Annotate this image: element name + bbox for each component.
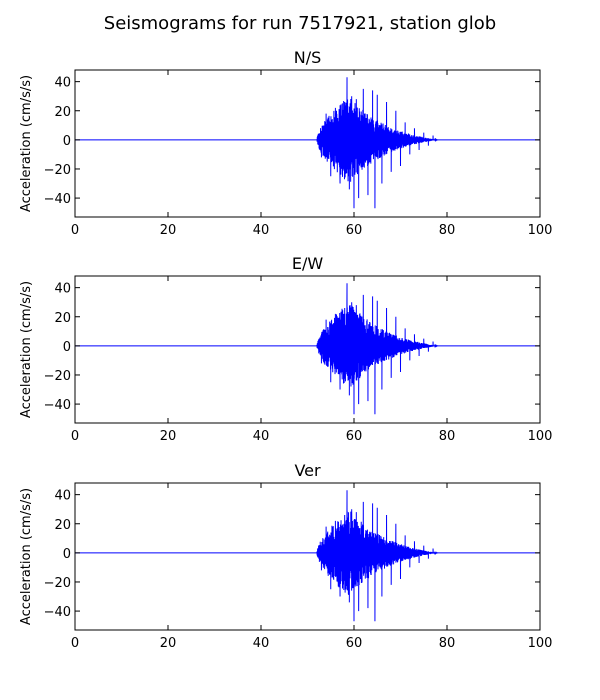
- y-tick-label: 0: [63, 340, 71, 355]
- plot-frame: [74, 482, 541, 631]
- y-tick-label: −20: [44, 163, 71, 178]
- plot-frame: [74, 275, 541, 424]
- waveform-line: [75, 283, 540, 415]
- x-tick-label: 100: [528, 429, 553, 444]
- x-tick-label: 0: [71, 223, 79, 238]
- figure-title: Seismograms for run 7517921, station glo…: [104, 13, 496, 34]
- x-tick-label: 80: [439, 636, 456, 651]
- panel-title: Ver: [294, 461, 321, 480]
- plot-frame: [74, 69, 541, 218]
- y-tick-label: 20: [54, 518, 71, 533]
- panel-title: E/W: [292, 254, 324, 273]
- y-tick-label: −40: [44, 605, 71, 620]
- x-tick-label: 100: [528, 636, 553, 651]
- y-tick-label: −20: [44, 369, 71, 384]
- x-tick-label: 0: [71, 429, 79, 444]
- panels-container: N/S Acceleration (cm/s/s) 0 20 40 60 80 100 40 20…: [19, 48, 552, 651]
- y-tick-label: 40: [54, 282, 71, 297]
- y-tick-label: 20: [54, 105, 71, 120]
- x-tick-label: 60: [346, 429, 363, 444]
- x-tick-label: 20: [160, 429, 177, 444]
- y-tick-label: 0: [63, 134, 71, 149]
- panel-ver: Ver Acceleration (cm/s/s) 0 20 40 60 80 100 40 20…: [19, 461, 552, 651]
- y-tick-label: 40: [54, 489, 71, 504]
- y-axis-label: Acceleration (cm/s/s): [19, 488, 34, 625]
- waveform-line: [75, 77, 540, 209]
- panel-ns: N/S Acceleration (cm/s/s) 0 20 40 60 80 100 40 20…: [19, 48, 552, 238]
- x-tick-label: 0: [71, 636, 79, 651]
- y-tick-label: 40: [54, 76, 71, 91]
- x-tick-label: 80: [439, 429, 456, 444]
- waveform-line: [75, 490, 540, 622]
- panel-ew: E/W Acceleration (cm/s/s) 0 20 40 60 80 100 40 20…: [19, 254, 552, 444]
- x-tick-label: 100: [528, 223, 553, 238]
- x-tick-label: 80: [439, 223, 456, 238]
- x-tick-label: 40: [253, 429, 270, 444]
- x-tick-label: 60: [346, 223, 363, 238]
- x-tick-label: 20: [160, 223, 177, 238]
- x-tick-label: 40: [253, 223, 270, 238]
- x-tick-label: 60: [346, 636, 363, 651]
- y-tick-label: −40: [44, 398, 71, 413]
- x-tick-label: 20: [160, 636, 177, 651]
- y-tick-label: −40: [44, 192, 71, 207]
- y-axis-label: Acceleration (cm/s/s): [19, 75, 34, 212]
- y-axis-label: Acceleration (cm/s/s): [19, 281, 34, 418]
- y-tick-label: 20: [54, 311, 71, 326]
- x-tick-label: 40: [253, 636, 270, 651]
- panel-title: N/S: [294, 48, 322, 67]
- y-tick-label: −20: [44, 576, 71, 591]
- y-tick-label: 0: [63, 547, 71, 562]
